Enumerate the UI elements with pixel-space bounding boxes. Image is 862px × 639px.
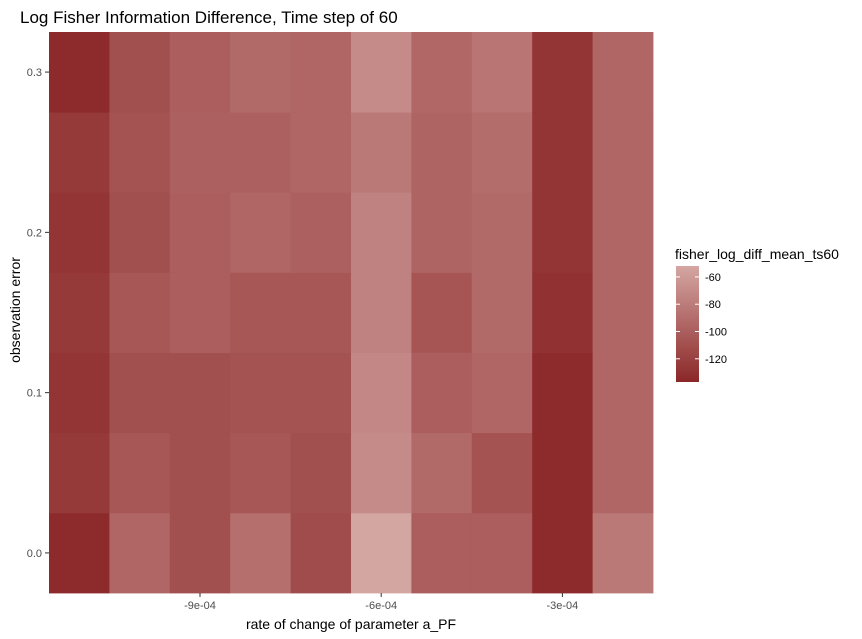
legend-tick-label: -80 (705, 299, 721, 311)
heatmap-cell (109, 352, 171, 434)
heatmap-cell (351, 432, 412, 514)
y-tick-label: 0.2 (27, 227, 42, 239)
heatmap-cell (49, 272, 110, 353)
heatmap-cell (471, 512, 533, 594)
x-tick-label: -6e-04 (365, 600, 397, 612)
heatmap-cell (109, 432, 171, 514)
heatmap-cell (592, 32, 654, 113)
x-tick-label: -3e-04 (547, 600, 579, 612)
heatmap-cell (351, 112, 412, 193)
heatmap-cell (290, 112, 352, 193)
heatmap-cell (592, 192, 654, 273)
heatmap-cell (290, 32, 352, 113)
heatmap-cell (532, 32, 593, 113)
x-axis-title: rate of change of parameter a_PF (246, 616, 456, 632)
heatmap-cell (471, 272, 533, 353)
heatmap-cell (230, 192, 291, 273)
y-tick-label: 0.0 (27, 548, 42, 560)
x-axis-ticks: -9e-04 -6e-04 -3e-04 (184, 593, 578, 612)
heatmap-cell (169, 32, 231, 113)
heatmap-cell (351, 192, 412, 273)
heatmap-cell (532, 192, 593, 273)
heatmap-cell (109, 272, 171, 353)
heatmap-cell (592, 112, 654, 193)
legend-tick-label: -100 (705, 327, 727, 339)
heatmap-cell (592, 272, 654, 353)
heatmap-cell (411, 272, 473, 353)
heatmap-cell (230, 512, 291, 594)
heatmap-cell (109, 32, 171, 113)
legend-tick-label: -60 (705, 272, 721, 284)
heatmap-cell (49, 112, 110, 193)
heatmap-cell (351, 32, 412, 113)
heatmap-cell (471, 432, 533, 514)
heatmap-cell (532, 112, 593, 193)
legend-tick-label: -120 (705, 354, 727, 366)
color-legend: fisher_log_diff_mean_ts60 -60 -80 -100 -120 (675, 246, 839, 382)
heatmap-cell (169, 112, 231, 193)
heatmap-cell (230, 432, 291, 514)
y-tick-label: 0.1 (27, 388, 42, 400)
heatmap-cell (169, 192, 231, 273)
heatmap-cell (49, 352, 110, 434)
heatmap-cell (592, 352, 654, 434)
heatmap-cell (411, 352, 473, 434)
heatmap-cell (49, 512, 110, 594)
heatmap-cell (49, 32, 110, 113)
heatmap-cell (351, 352, 412, 434)
heatmap-cell (169, 352, 231, 434)
heatmap-cell (471, 352, 533, 434)
heatmap-cell (169, 512, 231, 594)
heatmap-cell (411, 32, 473, 113)
heatmap-cell (230, 32, 291, 113)
heatmap-cell (351, 512, 412, 594)
heatmap-cell (230, 112, 291, 193)
heatmap-cell (532, 512, 593, 594)
heatmap-cell (532, 352, 593, 434)
heatmap-cell (471, 112, 533, 193)
heatmap-cell (290, 352, 352, 434)
heatmap-cell (230, 352, 291, 434)
heatmap-cell (411, 512, 473, 594)
heatmap-cell (109, 112, 171, 193)
legend-title: fisher_log_diff_mean_ts60 (675, 246, 839, 262)
heatmap-cell (471, 192, 533, 273)
heatmap-cell (169, 432, 231, 514)
legend-colorbar (676, 266, 699, 382)
heatmap-cell (411, 192, 473, 273)
heatmap-cell (411, 432, 473, 514)
heatmap-cell (351, 272, 412, 353)
heatmap-cell (290, 432, 352, 514)
heatmap-cell (532, 432, 593, 514)
heatmap-cell (230, 272, 291, 353)
heatmap-cell (290, 192, 352, 273)
heatmap-cell (49, 432, 110, 514)
heatmap-cell (290, 512, 352, 594)
heatmap-cell (169, 272, 231, 353)
chart-title: Log Fisher Information Difference, Time … (20, 8, 398, 27)
heatmap-cell (411, 112, 473, 193)
heatmap-cell (290, 272, 352, 353)
heatmap-cell (109, 512, 171, 594)
y-tick-label: 0.3 (27, 67, 42, 79)
heatmap-cell (109, 192, 171, 273)
heatmap-cell (532, 272, 593, 353)
y-axis-ticks: 0.0 0.1 0.2 0.3 (27, 67, 49, 560)
heatmap-cell (471, 32, 533, 113)
heatmap-cell (592, 512, 654, 594)
heatmap-cells (49, 32, 654, 594)
x-tick-label: -9e-04 (184, 600, 216, 612)
y-axis-title: observation error (7, 257, 23, 363)
heatmap-cell (592, 432, 654, 514)
heatmap-cell (49, 192, 110, 273)
